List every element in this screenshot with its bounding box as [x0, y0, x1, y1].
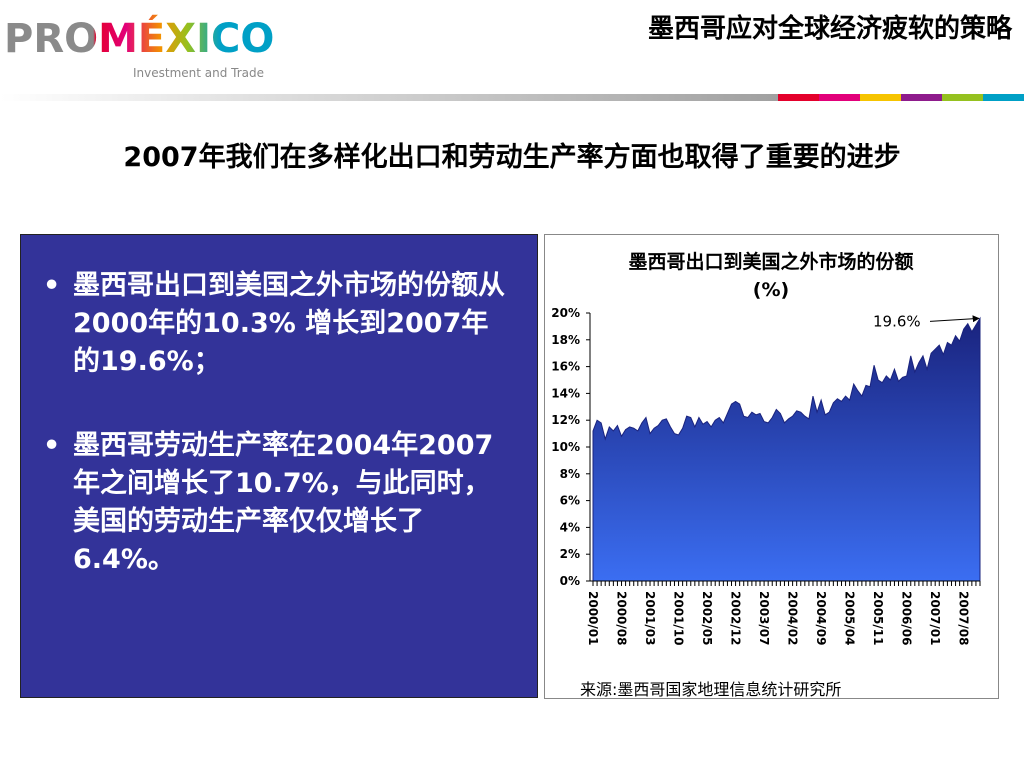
- x-tick-label: 2005/11: [871, 591, 885, 645]
- chart-source: 来源:墨西哥国家地理信息统计研究所: [580, 680, 842, 699]
- logo-tagline: Investment and Trade: [133, 66, 264, 80]
- strip-segment: [778, 94, 819, 101]
- slide-heading: 2007年我们在多样化出口和劳动生产率方面也取得了重要的进步: [123, 142, 901, 173]
- x-tick-label: 2007/08: [957, 591, 971, 645]
- x-tick-label: 2004/02: [786, 591, 800, 645]
- x-tick-label: 2004/09: [814, 591, 828, 645]
- annotation-arrow: [929, 315, 980, 323]
- annotation: 19.6%: [873, 312, 921, 330]
- area: [592, 316, 981, 582]
- header-strip: [0, 94, 778, 101]
- logo-text: PROMÉXICO: [4, 14, 274, 62]
- y-tick-label: 4%: [560, 520, 580, 534]
- bullet: 墨西哥劳动生产率在2004年2007年之间增长了10.7%，与此同时，美国的劳动…: [39, 427, 509, 579]
- y-tick-label: 16%: [551, 360, 580, 374]
- y-tick-label: 12%: [551, 413, 580, 427]
- strip-segment: [942, 94, 983, 101]
- strip-segment: [983, 94, 1024, 101]
- chart-title: 墨西哥出口到美国之外市场的份额 (%): [628, 251, 914, 301]
- y-tick-label: 6%: [560, 494, 580, 508]
- bullet: 墨西哥出口到美国之外市场的份额从2000年的10.3% 增长到2007年的19.…: [39, 267, 509, 381]
- y-tick-label: 0%: [560, 574, 580, 588]
- y-tick-label: 14%: [551, 386, 580, 400]
- strip-segment: [819, 94, 860, 101]
- x-tick-label: 2005/04: [843, 591, 857, 645]
- x-tick-label: 2000/01: [586, 591, 600, 645]
- x-tick-label: 2002/05: [700, 591, 714, 645]
- header-title: 墨西哥应对全球经济疲软的策略: [647, 14, 1012, 44]
- y-tick-label: 2%: [560, 547, 580, 561]
- y-tick-label: 20%: [551, 306, 580, 320]
- strip-segment: [901, 94, 942, 101]
- y-tick-label: 18%: [551, 333, 580, 347]
- bullet-box: 墨西哥出口到美国之外市场的份额从2000年的10.3% 增长到2007年的19.…: [20, 234, 538, 698]
- y-tick-label: 8%: [560, 467, 580, 481]
- x-tick-label: 2000/08: [615, 591, 629, 645]
- x-tick-label: 2006/06: [900, 591, 914, 645]
- x-tick-label: 2003/07: [757, 591, 771, 645]
- y-tick-label: 10%: [551, 440, 580, 454]
- strip-segment: [860, 94, 901, 101]
- x-tick-label: 2002/12: [729, 591, 743, 645]
- x-tick-label: 2007/01: [928, 591, 942, 645]
- x-tick-label: 2001/10: [672, 591, 686, 645]
- x-tick-label: 2001/03: [643, 591, 657, 645]
